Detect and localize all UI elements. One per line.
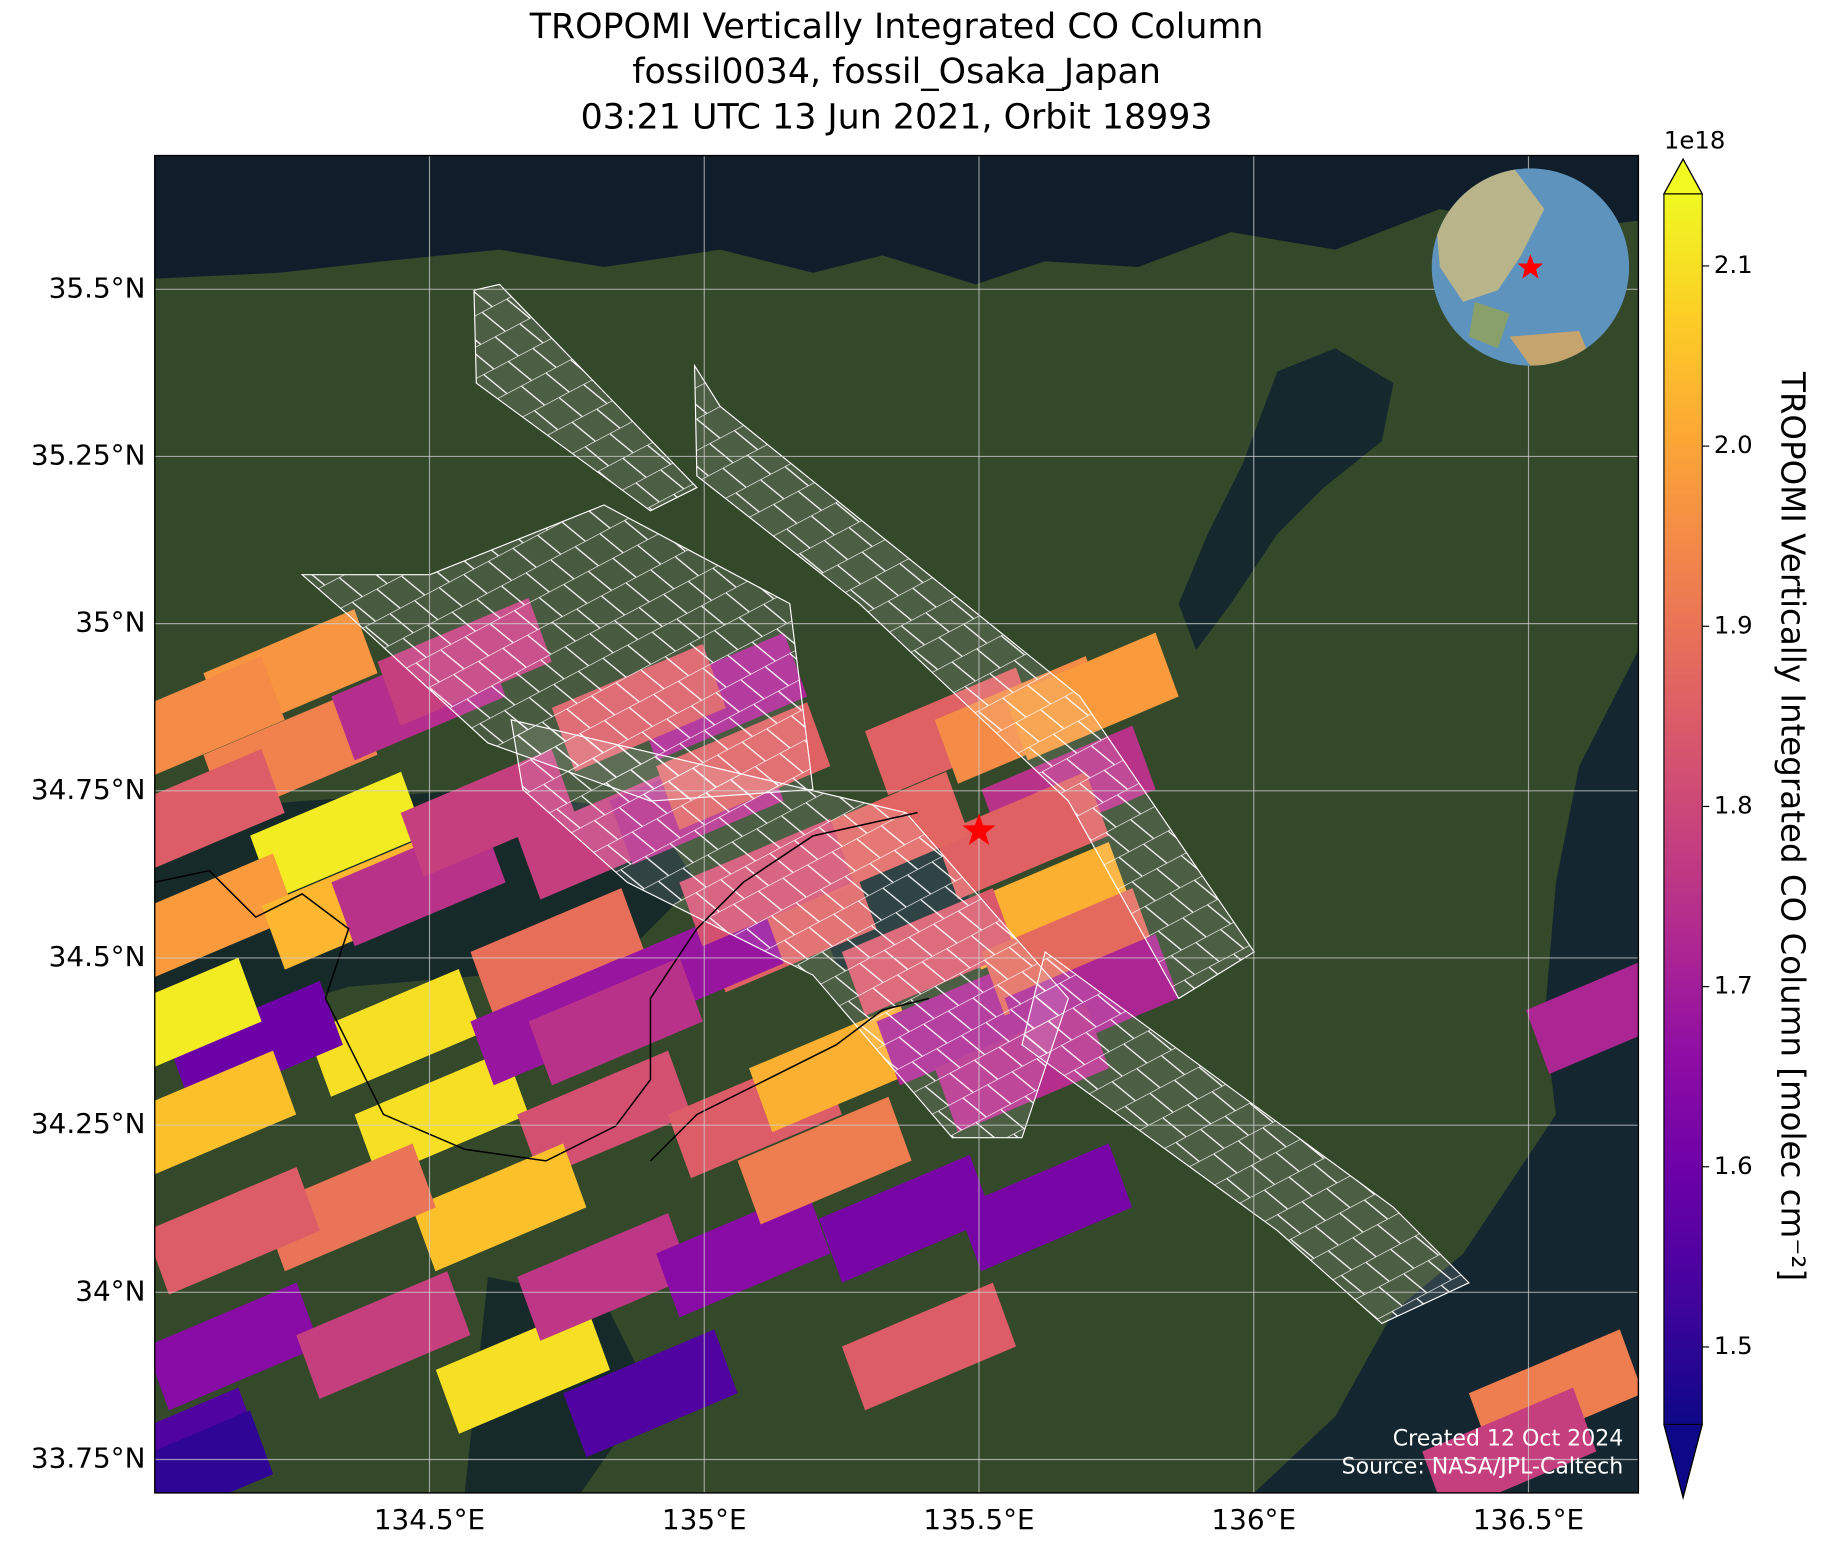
site-star: [962, 813, 996, 846]
co-pixel: [528, 957, 703, 1086]
y-tick-label: 34.75°N: [31, 773, 146, 806]
x-tick-label: 135°E: [662, 1503, 747, 1536]
title-line: 03:21 UTC 13 Jun 2021, Orbit 18993: [581, 97, 1213, 137]
co-pixel: [154, 749, 285, 868]
x-tick-label: 136.5°E: [1473, 1503, 1584, 1536]
colorbar-body: [1663, 193, 1703, 1425]
colorbar-label: TROPOMI Vertically Integrated CO Column …: [1773, 371, 1811, 1281]
colorbar-tick-label: 1.5: [1714, 1331, 1753, 1360]
co-pixel: [154, 1166, 320, 1295]
colorbar: 1.5 1.6 1.7 1.8 1.9 2.0 2.1: [1662, 157, 1753, 1500]
co-pixel: [470, 888, 645, 1016]
co-pixel: [563, 1329, 738, 1458]
credit: Source: NASA/JPL-Caltech: [1342, 1454, 1624, 1479]
colorbar-tick-label: 1.8: [1714, 790, 1753, 819]
co-pixel: [307, 969, 482, 1097]
co-pixel: [154, 1282, 320, 1411]
y-tick-label: 34.25°N: [31, 1107, 146, 1140]
y-tick-label: 35°N: [75, 606, 145, 639]
y-tick-label: 35.5°N: [49, 271, 146, 304]
co-pixel: [656, 1189, 831, 1318]
co-pixel: [250, 771, 425, 900]
y-tick-label: 33.75°N: [31, 1441, 146, 1474]
y-tick-label: 34.5°N: [49, 940, 146, 973]
co-pixel: [435, 1306, 610, 1434]
co-pixel: [354, 1050, 529, 1179]
co-pixel: [154, 1050, 297, 1175]
site-marker: [962, 813, 996, 846]
colorbar-tick-label: 1.6: [1714, 1151, 1753, 1180]
map: Created 12 Oct 2024 Source: NASA/JPL-Cal…: [154, 155, 1639, 1493]
co-pixel: [1422, 1387, 1597, 1493]
coastline: [154, 811, 930, 1162]
co-pixel: [957, 1143, 1133, 1272]
x-tick-label: 134.5°E: [374, 1503, 485, 1536]
co-pixel: [154, 656, 285, 775]
sea: [154, 155, 1639, 285]
colorbar-tick-label: 1.7: [1714, 971, 1753, 1000]
colorbar-tick-label: 2.1: [1714, 250, 1753, 279]
y-tick-label: 34°N: [75, 1274, 145, 1307]
colorbar-tick-label: 1.9: [1714, 610, 1753, 639]
y-tick-label: 35.25°N: [31, 438, 146, 471]
co-pixel: [818, 1154, 993, 1283]
x-tick-label: 136°E: [1211, 1503, 1296, 1536]
title-line: fossil0034, fossil_Osaka_Japan: [632, 52, 1161, 92]
colorbar-extend-bottom: [1663, 1423, 1703, 1500]
colorbar-exponent: 1e18: [1664, 126, 1725, 155]
colorbar-frame: [1663, 157, 1703, 1500]
co-pixel: [517, 1213, 692, 1341]
co-pixel: [737, 1096, 912, 1225]
swaths: [300, 283, 1470, 1325]
co-pixel: [841, 1282, 1017, 1411]
co-pixel: [1526, 962, 1639, 1074]
credit: Created 12 Oct 2024: [1393, 1427, 1624, 1452]
colorbar-extend-top: [1662, 157, 1704, 195]
co-pixel: [934, 771, 1109, 900]
co-pixel: [154, 853, 297, 978]
co-pixel: [261, 1143, 436, 1272]
co-pixel: [154, 957, 262, 1067]
co-pixel: [412, 1143, 587, 1272]
x-tick-label: 135.5°E: [923, 1503, 1034, 1536]
co-pixel: [154, 1410, 274, 1493]
title-line: TROPOMI Vertically Integrated CO Column: [529, 7, 1264, 47]
sea: [1254, 650, 1639, 1493]
plot-frame: [154, 154, 1640, 1494]
colorbar-tick-label: 2.0: [1714, 430, 1753, 459]
lake: [1178, 348, 1394, 651]
co-pixel: [296, 1271, 471, 1399]
